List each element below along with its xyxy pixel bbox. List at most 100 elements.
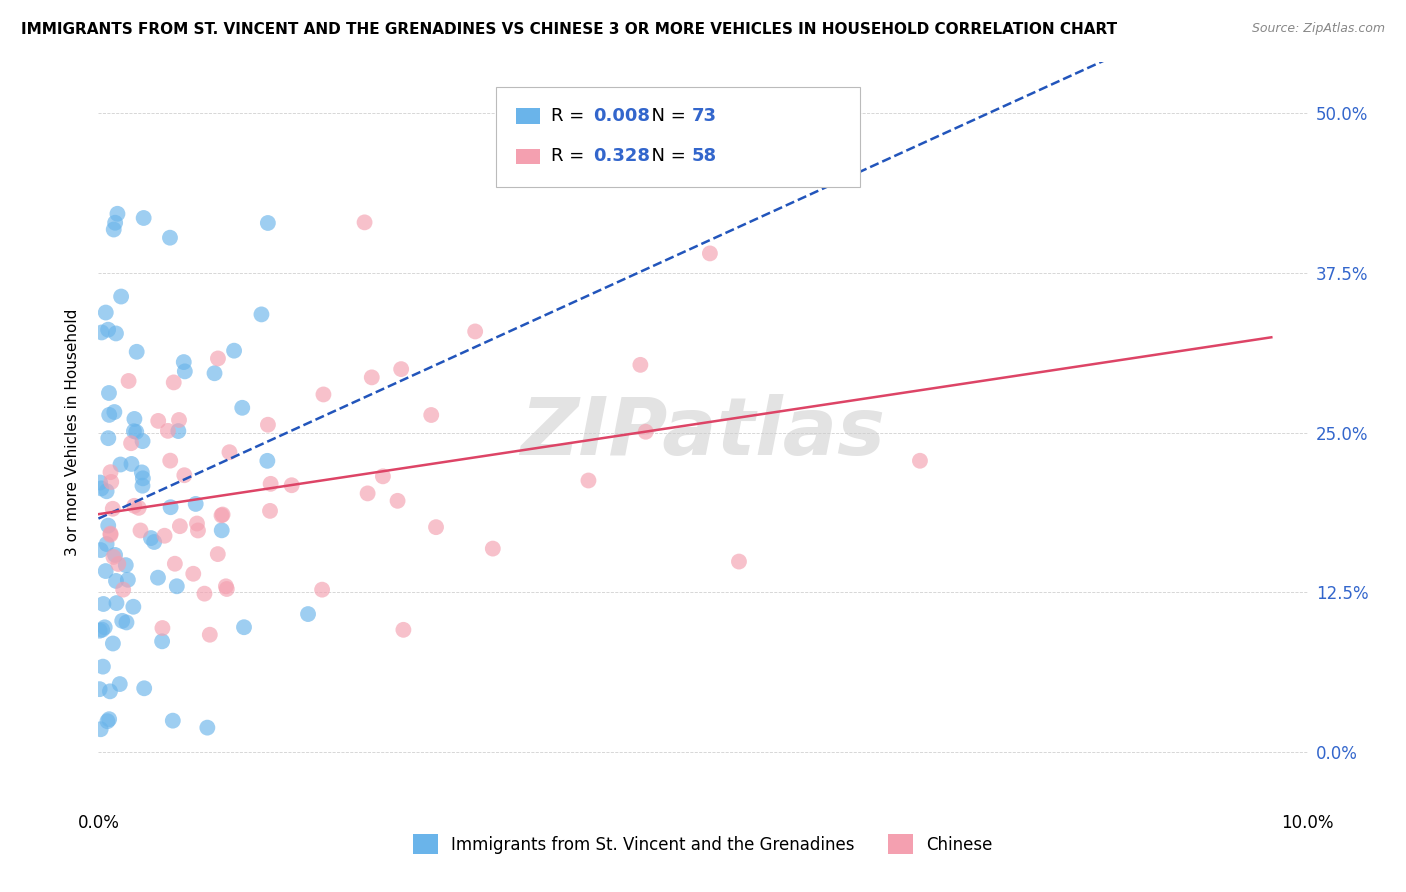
Point	[122, 599, 145, 614]
Point	[111, 614, 134, 628]
Point	[166, 579, 188, 593]
Point	[169, 519, 191, 533]
Point	[96, 484, 118, 499]
Point	[578, 474, 600, 488]
Point	[96, 537, 118, 551]
Point	[482, 541, 505, 556]
Point	[173, 364, 195, 378]
Point	[104, 216, 127, 230]
Point	[392, 623, 415, 637]
Point	[218, 445, 240, 459]
Point	[193, 587, 215, 601]
Point	[103, 405, 125, 419]
Point	[91, 623, 114, 637]
Point	[100, 526, 122, 541]
Point	[156, 424, 179, 438]
Point	[728, 555, 751, 569]
Point	[107, 207, 129, 221]
Point	[115, 615, 138, 630]
Point	[207, 351, 229, 366]
Point	[198, 628, 221, 642]
Point	[94, 564, 117, 578]
Point	[163, 376, 186, 390]
Point	[360, 370, 382, 384]
Point	[387, 493, 409, 508]
Point	[280, 478, 302, 492]
Point	[371, 469, 394, 483]
Point	[356, 486, 378, 500]
Point	[159, 453, 181, 467]
Point	[129, 524, 152, 538]
Point	[132, 211, 155, 225]
Point	[311, 582, 333, 597]
Point	[124, 499, 146, 513]
Point	[148, 414, 170, 428]
Point	[97, 323, 120, 337]
Point	[353, 215, 375, 229]
Point	[464, 325, 486, 339]
Point	[132, 471, 155, 485]
Point	[98, 408, 121, 422]
Point	[908, 454, 931, 468]
Point	[159, 230, 181, 244]
Point	[93, 620, 115, 634]
Point	[112, 582, 135, 597]
Point	[215, 579, 238, 593]
Point	[90, 723, 112, 737]
Point	[420, 408, 443, 422]
Point	[231, 401, 253, 415]
Point	[120, 436, 142, 450]
Point	[93, 597, 115, 611]
Point	[628, 358, 651, 372]
Point	[98, 386, 121, 401]
Point	[257, 417, 280, 432]
Text: 0.328: 0.328	[593, 147, 651, 165]
Point	[110, 289, 132, 303]
Point	[162, 714, 184, 728]
Point	[89, 475, 111, 490]
Point	[211, 508, 233, 523]
Point	[256, 454, 278, 468]
Legend: Immigrants from St. Vincent and the Grenadines, Chinese: Immigrants from St. Vincent and the Gren…	[406, 828, 1000, 861]
Point	[222, 343, 245, 358]
Point	[131, 434, 153, 449]
Point	[90, 543, 112, 558]
Point	[211, 524, 233, 538]
Point	[114, 558, 136, 573]
Point	[103, 222, 125, 236]
Point	[233, 620, 256, 634]
Point	[634, 425, 657, 439]
Point	[167, 413, 190, 427]
Point	[94, 305, 117, 319]
Point	[143, 535, 166, 549]
Point	[107, 557, 129, 571]
Point	[259, 476, 281, 491]
Point	[117, 573, 139, 587]
Text: N =: N =	[640, 107, 692, 125]
Point	[425, 520, 447, 534]
Point	[187, 524, 209, 538]
Point	[312, 387, 335, 401]
Text: N =: N =	[640, 147, 692, 165]
Point	[100, 475, 122, 489]
Point	[122, 424, 145, 438]
Point	[91, 659, 114, 673]
Point	[207, 547, 229, 561]
Point	[163, 557, 186, 571]
Point	[153, 529, 176, 543]
Point	[173, 355, 195, 369]
Text: R =: R =	[551, 107, 591, 125]
Point	[98, 684, 121, 698]
Point	[250, 307, 273, 321]
Point	[108, 677, 131, 691]
Point	[186, 516, 208, 531]
Point	[159, 500, 181, 515]
Point	[105, 596, 128, 610]
Point	[96, 714, 118, 729]
Point	[131, 466, 153, 480]
Point	[104, 548, 127, 562]
Point	[103, 549, 125, 564]
Point	[150, 634, 173, 648]
Point	[124, 412, 146, 426]
Text: IMMIGRANTS FROM ST. VINCENT AND THE GRENADINES VS CHINESE 3 OR MORE VEHICLES IN : IMMIGRANTS FROM ST. VINCENT AND THE GREN…	[21, 22, 1118, 37]
